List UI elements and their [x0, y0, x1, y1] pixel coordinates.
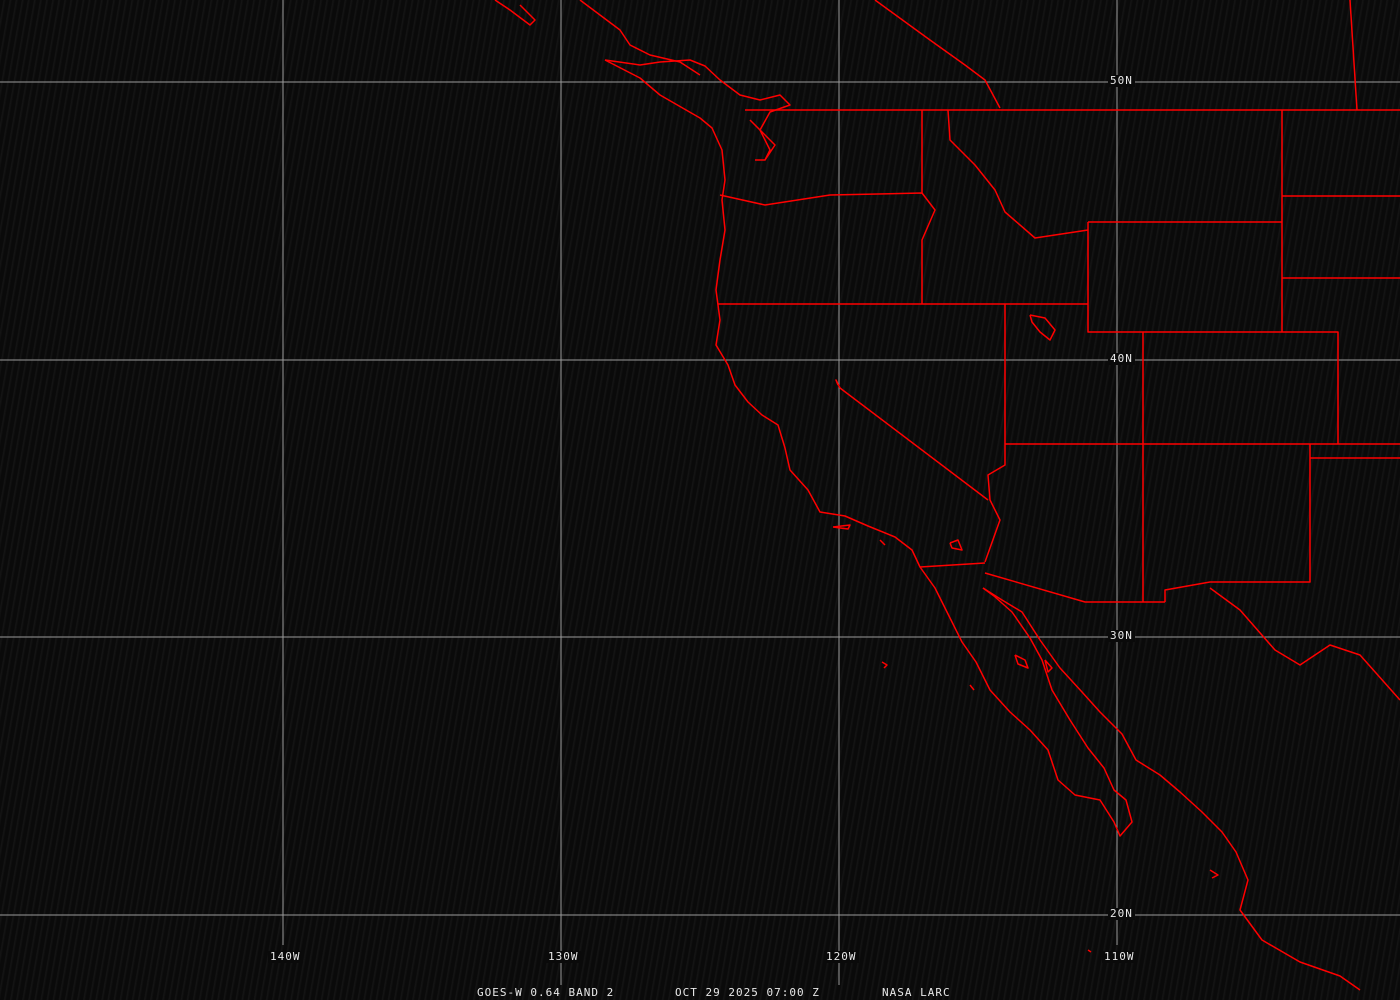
mainland-mexico-coast	[982, 587, 1361, 991]
island	[969, 684, 975, 691]
ca-mexico-border	[919, 562, 986, 568]
caption-source: NASA LARC	[882, 986, 951, 999]
puget-sound	[749, 119, 771, 161]
lat-label-50n: 50N	[1108, 74, 1135, 87]
lon-label-120w: 120W	[824, 950, 859, 963]
wa-or-border	[719, 192, 936, 304]
caption-datetime: OCT 29 2025 07:00 Z	[675, 986, 820, 999]
ut-border	[1087, 222, 1144, 602]
island	[1044, 659, 1053, 673]
island	[949, 539, 963, 551]
island	[1087, 949, 1092, 953]
lat-label-20n: 20N	[1108, 907, 1135, 920]
island	[1209, 869, 1219, 879]
canada-province-line	[874, 0, 1001, 109]
vancouver-island-coast	[604, 59, 791, 161]
island	[1014, 654, 1029, 669]
lon-label-130w: 130W	[546, 950, 581, 963]
nm-border	[1164, 444, 1311, 602]
az-mexico-border	[984, 572, 1165, 603]
island	[832, 524, 851, 530]
bc-inner-coast	[579, 0, 701, 76]
co-border	[1143, 331, 1339, 444]
id-mt-border	[947, 109, 1089, 239]
lon-label-140w: 140W	[268, 950, 303, 963]
island	[879, 539, 886, 546]
caption-product: GOES-W 0.64 BAND 2	[477, 986, 615, 999]
lat-label-40n: 40N	[1108, 352, 1135, 365]
great-salt-lake	[1029, 314, 1056, 341]
ca-nv-diagonal	[835, 379, 989, 501]
lat-label-30n: 30N	[1108, 629, 1135, 642]
west-coastline	[604, 59, 1133, 837]
canada-province-line-east	[1349, 0, 1358, 111]
lon-label-110w: 110W	[1102, 950, 1137, 963]
boundaries	[494, 0, 1400, 991]
island	[881, 661, 888, 669]
bc-coast	[494, 0, 536, 26]
nv-border	[984, 304, 1006, 563]
mexico-us-border-east	[1209, 587, 1400, 701]
